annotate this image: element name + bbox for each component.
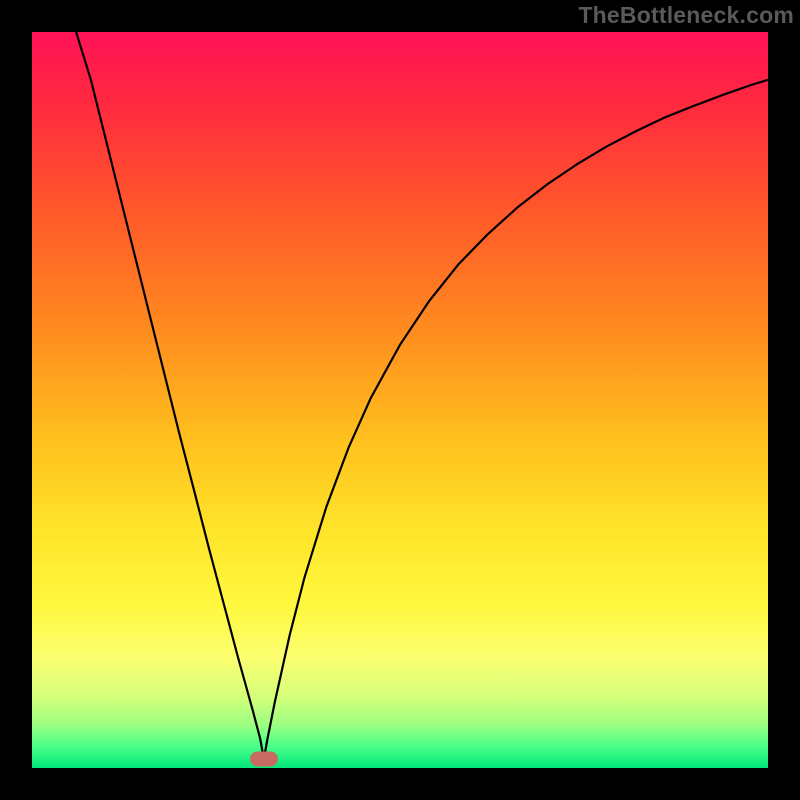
frame-border-left bbox=[0, 0, 32, 800]
bottleneck-curve bbox=[76, 32, 768, 759]
curve-layer bbox=[32, 32, 768, 768]
frame-border-bottom bbox=[0, 768, 800, 800]
frame-border-right bbox=[768, 0, 800, 800]
optimal-point-marker bbox=[250, 752, 278, 767]
watermark-text: TheBottleneck.com bbox=[578, 2, 794, 29]
chart-frame: TheBottleneck.com bbox=[0, 0, 800, 800]
plot-area bbox=[32, 32, 768, 768]
